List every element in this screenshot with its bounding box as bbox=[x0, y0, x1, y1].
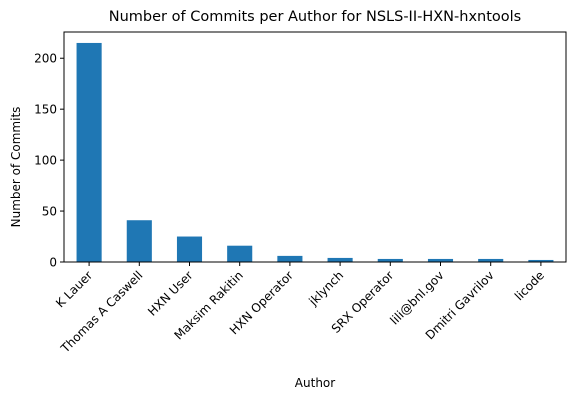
bars-layer bbox=[76, 42, 554, 263]
x-tick-label: HXN User bbox=[145, 268, 196, 319]
bar bbox=[427, 258, 454, 262]
x-tick-label: Thomas A Caswell bbox=[58, 268, 146, 356]
x-tick-label: licode bbox=[512, 268, 547, 303]
bar bbox=[76, 42, 102, 263]
x-tick-label: K Lauer bbox=[53, 268, 95, 310]
bar bbox=[176, 236, 203, 262]
y-tick-label: 50 bbox=[42, 205, 57, 219]
bar bbox=[377, 258, 403, 262]
bar bbox=[528, 259, 554, 262]
bar bbox=[277, 255, 303, 262]
y-tick-label: 0 bbox=[49, 256, 57, 270]
y-tick-label: 100 bbox=[34, 154, 57, 168]
plot-frame bbox=[63, 31, 567, 263]
chart-title: Number of Commits per Author for NSLS-II… bbox=[109, 9, 521, 25]
bar bbox=[227, 245, 253, 262]
y-axis-label: Number of Commits bbox=[9, 107, 23, 228]
y-tick-label: 200 bbox=[34, 52, 57, 66]
x-tick-label: jklynch bbox=[306, 268, 347, 309]
bar bbox=[126, 220, 152, 262]
bar bbox=[327, 257, 353, 262]
bar bbox=[478, 258, 504, 262]
y-tick-label: 150 bbox=[34, 103, 57, 117]
x-axis-label: Author bbox=[295, 376, 335, 390]
